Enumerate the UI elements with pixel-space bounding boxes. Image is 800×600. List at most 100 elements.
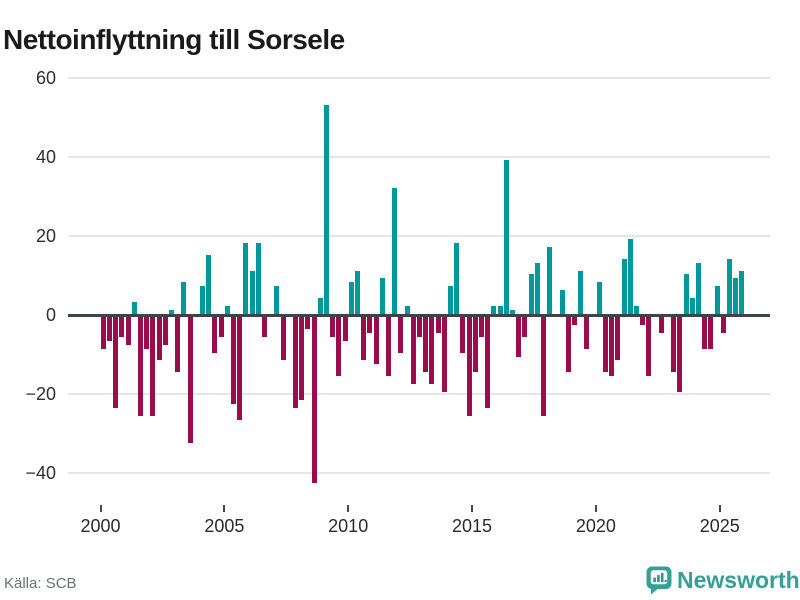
bar-2001-Q1 [126, 316, 131, 345]
x-tick-label: 2010 [328, 516, 369, 536]
bar-2025-Q4 [739, 270, 744, 314]
x-tick-label: 2025 [699, 516, 740, 536]
bar-2015-Q3 [485, 316, 490, 408]
bar-2009-Q1 [324, 104, 329, 314]
bar-2001-Q4 [144, 316, 149, 349]
bar-2008-Q2 [305, 316, 310, 329]
bar-2004-Q1 [200, 285, 205, 314]
bar-2020-Q4 [615, 316, 620, 360]
bar-2001-Q2 [132, 301, 137, 314]
bar-2014-Q2 [454, 242, 459, 314]
bar-2002-Q4 [169, 309, 174, 314]
bar-2022-Q3 [659, 316, 664, 333]
bar-2024-Q1 [696, 262, 701, 314]
bar-2016-Q4 [516, 316, 521, 357]
x-tick-label: 2015 [452, 516, 493, 536]
x-tick-mark [718, 505, 721, 512]
bar-2016-Q2 [504, 159, 509, 314]
bar-2006-Q1 [250, 270, 255, 314]
bar-2003-Q2 [181, 281, 186, 314]
page-title: Nettoinflyttning till Sorsele [3, 23, 345, 55]
bar-2006-Q2 [256, 242, 261, 314]
bar-2017-Q4 [541, 316, 546, 416]
bar-2010-Q1 [349, 281, 354, 314]
bar-2012-Q1 [398, 316, 403, 353]
bar-2003-Q3 [188, 316, 193, 443]
bar-2020-Q1 [597, 281, 602, 314]
bar-2018-Q3 [560, 289, 565, 314]
bar-2007-Q4 [293, 316, 298, 408]
bar-2002-Q3 [163, 316, 168, 345]
bar-2021-Q3 [634, 305, 639, 314]
bar-2018-Q1 [547, 246, 552, 314]
bar-2006-Q3 [262, 316, 267, 337]
x-tick-mark [223, 505, 226, 512]
bar-2013-Q1 [423, 316, 428, 372]
y-tick-label: −20 [25, 384, 56, 404]
bar-2014-Q4 [467, 316, 472, 416]
newsworthy-wordmark: Newsworthy [677, 567, 800, 593]
bar-2004-Q4 [219, 316, 224, 337]
bar-2015-Q4 [491, 305, 496, 314]
bar-2011-Q2 [380, 277, 385, 314]
bar-2023-Q2 [677, 316, 682, 392]
bar-2024-Q4 [715, 285, 720, 314]
bar-2001-Q3 [138, 316, 143, 416]
bar-2015-Q1 [473, 316, 478, 372]
bar-2005-Q2 [231, 316, 236, 404]
bar-2000-Q3 [113, 316, 118, 408]
bar-2025-Q3 [733, 277, 738, 314]
bar-2003-Q1 [175, 316, 180, 372]
bar-2020-Q3 [609, 316, 614, 376]
bar-2011-Q3 [386, 316, 391, 376]
bar-2014-Q3 [460, 316, 465, 353]
gridline--20 [68, 393, 770, 395]
bar-2008-Q1 [299, 316, 304, 400]
bar-2007-Q2 [281, 316, 286, 360]
bar-2025-Q1 [721, 316, 726, 333]
bar-2005-Q1 [225, 305, 230, 314]
bar-2002-Q1 [150, 316, 155, 416]
bar-2005-Q4 [243, 242, 248, 314]
bar-2021-Q1 [622, 258, 627, 314]
bar-2011-Q1 [374, 316, 379, 364]
bar-2004-Q2 [206, 254, 211, 314]
bar-2008-Q3 [312, 316, 317, 483]
bar-2010-Q3 [361, 316, 366, 360]
x-tick-mark [594, 505, 597, 512]
bar-2009-Q4 [343, 316, 348, 341]
gridline--40 [68, 472, 770, 474]
bar-2012-Q2 [405, 305, 410, 314]
bar-2021-Q2 [628, 238, 633, 314]
newsworthy-logo: Newsworthy [646, 563, 800, 597]
bar-2015-Q2 [479, 316, 484, 337]
bar-2012-Q4 [417, 316, 422, 337]
bar-2013-Q3 [436, 316, 441, 333]
bar-2013-Q2 [429, 316, 434, 384]
bar-2019-Q1 [572, 316, 577, 325]
x-tick-label: 2020 [575, 516, 616, 536]
bar-2000-Q4 [119, 316, 124, 337]
bar-2000-Q2 [107, 316, 112, 341]
bar-2023-Q4 [690, 297, 695, 314]
bar-2000-Q1 [101, 316, 106, 349]
bar-2008-Q4 [318, 297, 323, 314]
x-tick-mark [471, 505, 474, 512]
bar-2009-Q3 [336, 316, 341, 376]
bar-2010-Q4 [367, 316, 372, 333]
source-caption: Källa: SCB [4, 575, 77, 592]
x-tick-label: 2000 [80, 516, 121, 536]
x-tick-mark [347, 505, 350, 512]
bar-2023-Q3 [684, 273, 689, 314]
y-tick-label: 20 [35, 226, 56, 246]
bar-2010-Q2 [355, 270, 360, 314]
gridline-60 [68, 77, 770, 79]
bar-2022-Q1 [646, 316, 651, 376]
bar-2017-Q1 [522, 316, 527, 337]
bar-2011-Q4 [392, 187, 397, 314]
bar-2023-Q1 [671, 316, 676, 372]
bar-2018-Q4 [566, 316, 571, 372]
gridline-40 [68, 156, 770, 158]
bar-2012-Q3 [411, 316, 416, 384]
